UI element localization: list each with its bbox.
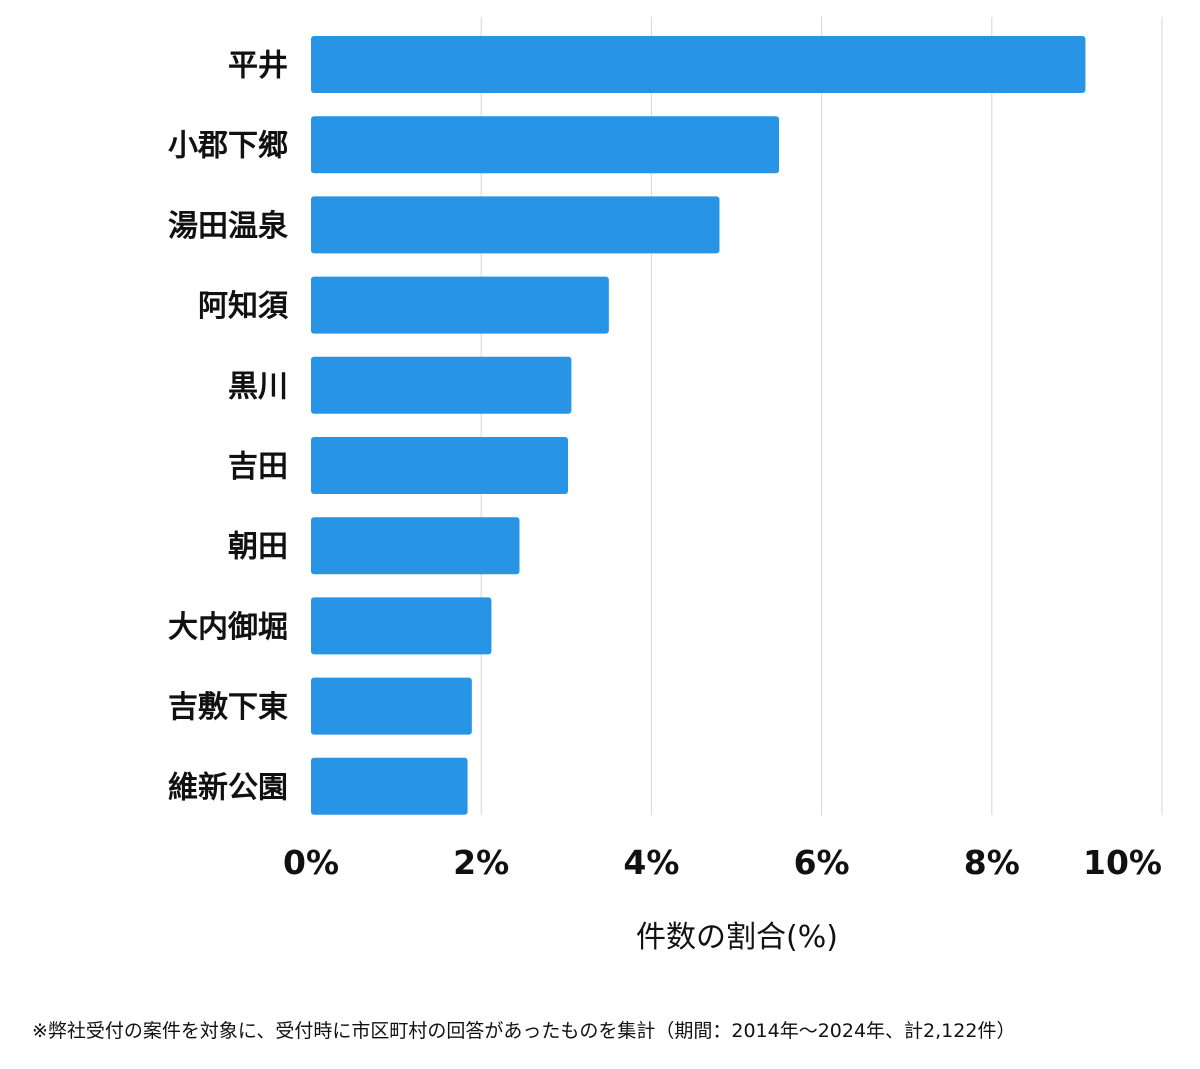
bar xyxy=(311,116,780,174)
x-axis-title: 件数の割合(%) xyxy=(636,920,838,955)
category-label: 大内御堀 xyxy=(168,610,288,645)
bar xyxy=(311,597,492,655)
footnote: ※弊社受付の案件を対象に、受付時に市区町村の回答があったものを集計（期間：201… xyxy=(32,1020,1016,1042)
bars xyxy=(311,36,1086,815)
x-tick-label: 4% xyxy=(623,843,679,882)
x-tick-label: 2% xyxy=(453,843,509,882)
category-label: 湯田温泉 xyxy=(168,209,288,244)
x-tick-label: 0% xyxy=(283,843,339,882)
bar xyxy=(311,196,720,254)
category-label: 小郡下郷 xyxy=(168,129,288,164)
category-label: 黒川 xyxy=(228,369,288,404)
category-label: 吉敷下東 xyxy=(168,690,288,725)
x-tick-labels: 0% 2% 4% 6% 8% 10% xyxy=(283,843,1162,882)
bar xyxy=(311,517,520,575)
category-label: 朝田 xyxy=(228,530,288,565)
category-label: 維新公園 xyxy=(168,770,288,805)
x-tick-label: 6% xyxy=(794,843,850,882)
bar xyxy=(311,757,468,815)
bar xyxy=(311,276,609,334)
category-label: 平井 xyxy=(228,49,288,84)
bar xyxy=(311,356,572,414)
bar xyxy=(311,36,1086,93)
category-label: 吉田 xyxy=(228,450,288,485)
bar xyxy=(311,677,472,735)
x-tick-label: 10% xyxy=(1083,843,1162,882)
bar xyxy=(311,437,569,494)
x-tick-label: 8% xyxy=(964,843,1020,882)
category-label: 阿知須 xyxy=(198,289,289,324)
